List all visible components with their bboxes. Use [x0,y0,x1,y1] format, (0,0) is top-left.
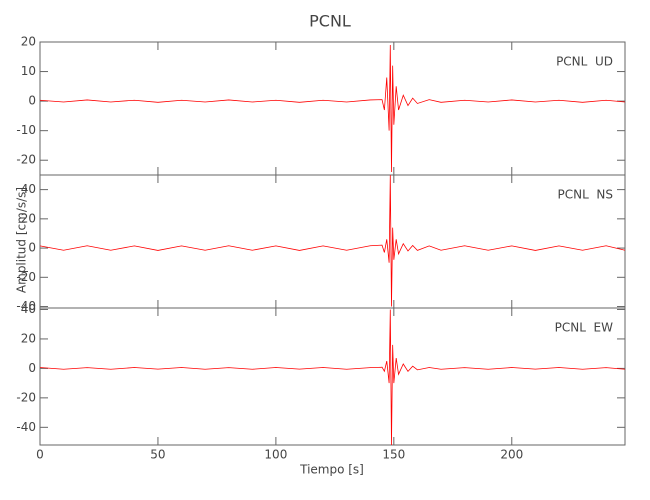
y-tick-label: -40 [16,299,36,313]
y-tick-label: -20 [16,270,36,284]
panel-label: PCNL EW [555,321,613,335]
y-tick-label: 40 [21,182,36,196]
x-tick-label: 150 [382,448,405,462]
y-tick-label: 0 [28,94,36,108]
panel-label: PCNL NS [558,188,614,202]
y-tick-label: -20 [16,390,36,404]
y-tick-label: 20 [21,35,36,49]
trace [39,44,626,173]
x-tick-label: 0 [36,448,44,462]
trace [39,309,626,446]
y-tick-label: -20 [16,153,36,167]
x-axis-label: Tiempo [s] [299,463,364,477]
y-tick-label: 0 [28,241,36,255]
x-tick-label: 200 [500,448,523,462]
chart-title: PCNL [309,12,351,31]
y-tick-label: 40 [21,302,36,316]
y-tick-label: 0 [28,361,36,375]
panel-label: PCNL UD [556,55,613,69]
y-tick-label: 10 [21,64,36,78]
y-tick-label: 20 [21,211,36,225]
y-tick-label: -10 [16,123,36,137]
y-axis-label: Amplitud [cm/s/s] [15,187,29,293]
panel-frame [39,307,626,446]
y-tick-label: 20 [21,331,36,345]
panel-frame [39,174,626,309]
panel-frame [39,41,626,176]
trace [39,174,626,307]
y-tick-label: -40 [16,420,36,434]
x-tick-label: 100 [264,448,287,462]
x-tick-label: 50 [150,448,165,462]
